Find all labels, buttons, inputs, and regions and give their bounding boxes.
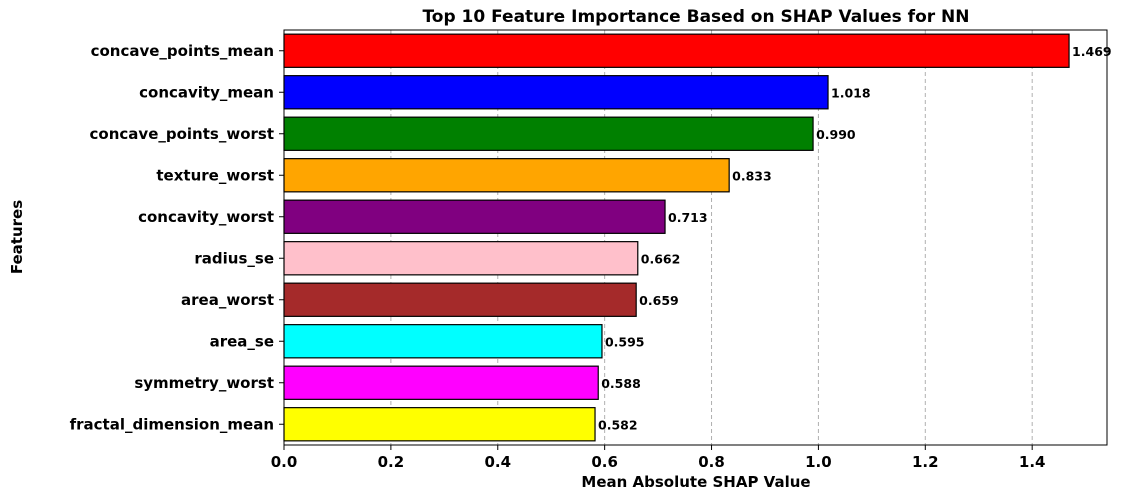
x-axis-label: Mean Absolute SHAP Value (581, 473, 810, 491)
y-tick-label: concavity_worst (138, 208, 274, 226)
x-tick-label: 1.4 (1019, 453, 1046, 471)
bar-concavity-mean (283, 75, 829, 110)
bar-value-label: 0.662 (641, 251, 681, 266)
y-tick-label: concave_points_worst (90, 125, 274, 143)
bar-fractal-dimension-mean (283, 407, 596, 442)
y-tick-label: area_se (210, 332, 274, 350)
x-tick-label: 0.8 (698, 453, 725, 471)
plot-frame (283, 29, 1108, 446)
bar-value-label: 0.595 (605, 334, 645, 349)
bar-value-label: 0.713 (668, 210, 708, 225)
bar-radius-se (283, 241, 639, 276)
bar-value-label: 0.833 (732, 168, 772, 183)
x-tick-label: 0.4 (484, 453, 511, 471)
y-tick-label: concave_points_mean (91, 42, 274, 60)
chart-title: Top 10 Feature Importance Based on SHAP … (422, 7, 969, 27)
bar-concave-points-worst (283, 116, 814, 151)
labels-layer: concave_points_mean 1.469 concavity_mean 1.… (70, 42, 1112, 434)
bar-value-label: 0.582 (598, 417, 638, 432)
x-tick-label: 0.0 (271, 453, 298, 471)
bar-texture-worst (283, 158, 730, 193)
bars-layer (283, 33, 1070, 442)
x-tick-label: 1.2 (912, 453, 939, 471)
bar-concavity-worst (283, 199, 666, 234)
bar-concave-points-mean (283, 33, 1070, 68)
bar-area-worst (283, 282, 637, 317)
y-axis-label: Features (8, 200, 26, 274)
y-tick-label: texture_worst (156, 166, 274, 184)
ticks-layer: 0.0 0.2 0.4 0.6 0.8 1.0 1.2 1.4 (271, 50, 1046, 471)
y-tick-label: fractal_dimension_mean (70, 415, 274, 433)
bar-symmetry-worst (283, 365, 599, 400)
bar-value-label: 0.588 (601, 376, 641, 391)
bar-value-label: 1.018 (831, 85, 871, 100)
y-tick-label: radius_se (194, 249, 274, 267)
y-tick-label: area_worst (181, 291, 274, 309)
bar-value-label: 1.469 (1072, 44, 1112, 59)
x-tick-label: 0.2 (378, 453, 405, 471)
bar-area-se (283, 324, 603, 359)
bar-value-label: 0.659 (639, 293, 679, 308)
bar-value-label: 0.990 (816, 127, 856, 142)
x-tick-label: 0.6 (591, 453, 618, 471)
y-tick-label: symmetry_worst (134, 374, 274, 392)
y-tick-label: concavity_mean (139, 83, 274, 101)
x-tick-label: 1.0 (805, 453, 832, 471)
